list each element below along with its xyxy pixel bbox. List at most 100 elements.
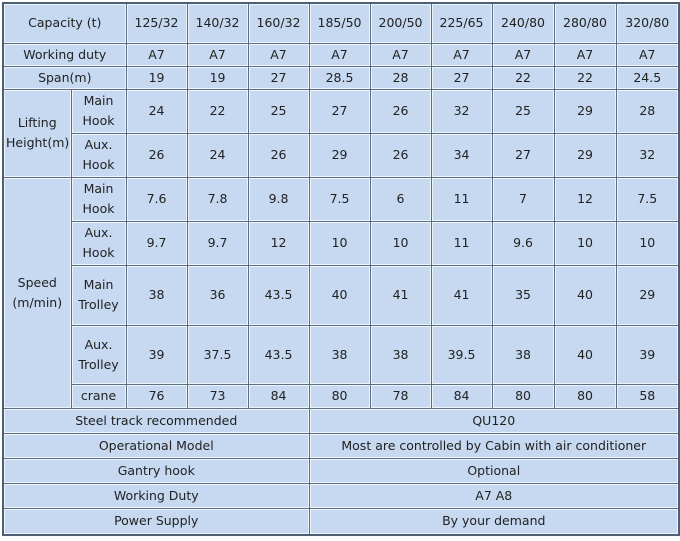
value-cell: 11 — [430, 220, 493, 266]
value-cell: A7 — [247, 42, 310, 67]
value-cell: 7.5 — [308, 176, 371, 222]
sub-label: Main Hook — [70, 176, 127, 222]
value-cell: 28 — [369, 65, 432, 90]
value-cell: 29 — [553, 88, 617, 134]
value-cell: 80 — [553, 383, 617, 409]
footer-value: By your demand — [308, 507, 680, 536]
value-cell: 39 — [125, 324, 188, 385]
value-cell: 40 — [553, 324, 617, 385]
value-cell: 38 — [125, 264, 188, 326]
value-cell: 6 — [369, 176, 432, 222]
value-cell: 7.5 — [615, 176, 680, 222]
value-cell: 29 — [553, 132, 617, 178]
footer-label: Operational Model — [2, 432, 310, 459]
value-cell: 43.5 — [247, 264, 310, 326]
value-cell: 11 — [430, 176, 493, 222]
value-cell: 80 — [308, 383, 371, 409]
header-cell: 320/80 — [615, 2, 680, 44]
header-cell: 280/80 — [553, 2, 617, 44]
footer-value: Most are controlled by Cabin with air co… — [308, 432, 680, 459]
value-cell: 7.8 — [186, 176, 249, 222]
value-cell: 78 — [369, 383, 432, 409]
value-cell: 32 — [615, 132, 680, 178]
value-cell: A7 — [369, 42, 432, 67]
value-cell: 12 — [247, 220, 310, 266]
header-cell: 125/32 — [125, 2, 188, 44]
footer-value: QU120 — [308, 407, 680, 434]
value-cell: 40 — [553, 264, 617, 326]
value-cell: 26 — [125, 132, 188, 178]
value-cell: 19 — [186, 65, 249, 90]
value-cell: 39.5 — [430, 324, 493, 385]
value-cell: 35 — [491, 264, 555, 326]
sub-label: crane — [70, 383, 127, 409]
value-cell: 27 — [491, 132, 555, 178]
sub-label: Main Hook — [70, 88, 127, 134]
header-cell: 140/32 — [186, 2, 249, 44]
value-cell: 58 — [615, 383, 680, 409]
value-cell: A7 — [186, 42, 249, 67]
value-cell: 29 — [615, 264, 680, 326]
table-row: Span(m) 19 19 27 28.5 28 27 22 22 24.5 — [2, 65, 680, 90]
table-row: crane 76 73 84 80 78 84 80 80 58 — [3, 383, 680, 409]
header-cell: 240/80 — [491, 2, 555, 44]
value-cell: A7 — [308, 42, 371, 67]
value-cell: 37.5 — [186, 324, 249, 385]
value-cell: 40 — [308, 264, 371, 326]
footer-value: A7 A8 — [308, 482, 680, 509]
value-cell: 29 — [308, 132, 371, 178]
value-cell: 41 — [369, 264, 432, 326]
table-row: Aux. Hook 9.7 9.7 12 10 10 11 9.6 10 10 — [3, 220, 680, 266]
value-cell: A7 — [125, 42, 188, 67]
value-cell: 38 — [491, 324, 555, 385]
row-label: Span(m) — [2, 65, 127, 90]
sub-label: Aux. Trolley — [70, 324, 127, 385]
value-cell: 24 — [125, 88, 188, 134]
value-cell: 84 — [430, 383, 493, 409]
header-label: Capacity (t) — [2, 2, 127, 44]
value-cell: 32 — [430, 88, 493, 134]
header-cell: 185/50 — [308, 2, 371, 44]
sub-label: Aux. Hook — [70, 220, 127, 266]
table-row: Capacity (t) 125/32 140/32 160/32 185/50 200/… — [2, 2, 680, 44]
table-row: Working Duty A7 A8 — [2, 482, 680, 509]
value-cell: 7 — [491, 176, 555, 222]
table-row: Steel track recommended QU120 — [2, 407, 680, 434]
value-cell: 38 — [369, 324, 432, 385]
value-cell: A7 — [430, 42, 493, 67]
table-row: Operational Model Most are controlled by … — [2, 432, 680, 459]
table-row: Aux. Hook 26 24 26 29 26 34 27 29 32 — [3, 132, 680, 178]
value-cell: 26 — [247, 132, 310, 178]
group-label: Lifting Height(m) — [2, 88, 72, 178]
value-cell: 10 — [308, 220, 371, 266]
value-cell: 43.5 — [247, 324, 310, 385]
value-cell: 9.6 — [491, 220, 555, 266]
value-cell: 38 — [308, 324, 371, 385]
value-cell: 26 — [369, 88, 432, 134]
value-cell: A7 — [615, 42, 680, 67]
value-cell: 22 — [553, 65, 617, 90]
value-cell: 7.6 — [125, 176, 188, 222]
table-row: Working duty A7 A7 A7 A7 A7 A7 A7 A7 A7 — [2, 42, 680, 67]
value-cell: 9.8 — [247, 176, 310, 222]
value-cell: 73 — [186, 383, 249, 409]
sub-label: Aux. Hook — [70, 132, 127, 178]
header-cell: 160/32 — [247, 2, 310, 44]
value-cell: 9.7 — [186, 220, 249, 266]
row-label: Working duty — [2, 42, 127, 67]
value-cell: A7 — [553, 42, 617, 67]
value-cell: 28 — [615, 88, 680, 134]
header-cell: 225/65 — [430, 2, 493, 44]
value-cell: 22 — [491, 65, 555, 90]
value-cell: 27 — [430, 65, 493, 90]
footer-label: Power Supply — [2, 507, 310, 536]
value-cell: 10 — [553, 220, 617, 266]
value-cell: 22 — [186, 88, 249, 134]
value-cell: 34 — [430, 132, 493, 178]
table-row: Main Trolley 38 36 43.5 40 41 41 35 40 29 — [3, 264, 680, 326]
table-row: Lifting Height(m) Main Hook 24 22 25 27 26 32 25… — [2, 88, 680, 178]
value-cell: 9.7 — [125, 220, 188, 266]
footer-value: Optional — [308, 457, 680, 484]
